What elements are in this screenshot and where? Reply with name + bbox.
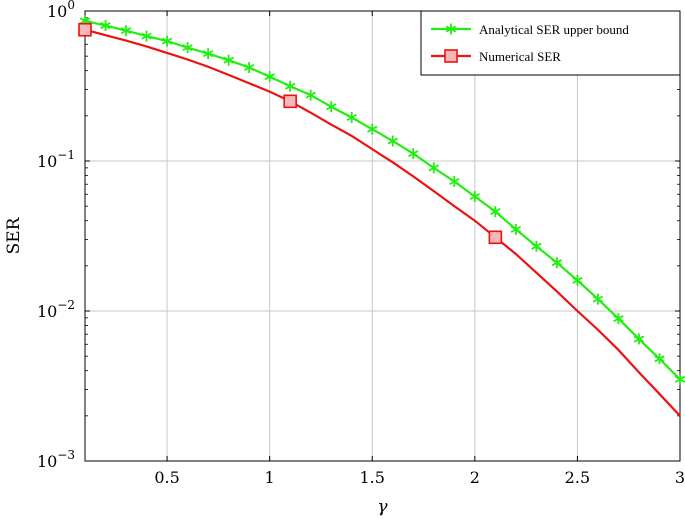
legend-marker — [444, 49, 458, 63]
legend-item: Numerical SER — [431, 49, 561, 64]
series-0 — [79, 15, 685, 385]
data-point — [79, 15, 91, 27]
series-line — [84, 28, 681, 417]
x-tick-label: 2.5 — [565, 468, 590, 487]
legend-label: Numerical SER — [479, 49, 561, 64]
data-point — [408, 148, 419, 160]
data-point — [633, 333, 645, 345]
series-layer — [78, 15, 685, 417]
data-point — [490, 206, 501, 218]
data-point — [305, 89, 316, 101]
data-point — [202, 48, 214, 60]
y-tick-label: 10−2 — [37, 298, 75, 321]
legend: Analytical SER upper bound Numerical SER — [420, 10, 681, 76]
data-point — [141, 30, 152, 42]
legend-label: Analytical SER upper bound — [479, 22, 629, 37]
data-point — [182, 42, 193, 54]
tick-labels: 0.5 1 1.5 2 2.5 3 100 10−1 10−2 10−3 — [37, 0, 685, 487]
data-point — [223, 54, 234, 66]
legend-box — [420, 10, 681, 76]
y-axis-label: SER — [4, 216, 24, 254]
data-point — [284, 80, 296, 92]
x-tick-label: 1.5 — [360, 468, 385, 487]
data-point — [367, 123, 378, 135]
series-1 — [78, 22, 681, 417]
y-tick-label: 10−1 — [37, 148, 75, 171]
data-point — [264, 71, 275, 83]
data-point — [613, 313, 624, 325]
data-point — [120, 25, 132, 37]
data-point — [325, 101, 337, 113]
data-point — [449, 176, 460, 187]
axis-ticks — [85, 10, 681, 462]
data-point — [283, 94, 297, 109]
data-point — [100, 20, 111, 32]
plot-frame — [84, 10, 681, 462]
data-point — [592, 293, 604, 305]
legend-item: Analytical SER upper bound — [431, 22, 629, 37]
data-point — [488, 230, 503, 245]
data-point — [531, 240, 542, 252]
x-tick-label: 0.5 — [154, 468, 179, 487]
data-point — [551, 257, 563, 269]
y-tick-label: 10−3 — [37, 448, 75, 471]
data-point — [346, 111, 357, 123]
data-point — [78, 22, 92, 37]
y-tick-label: 100 — [47, 0, 75, 21]
x-tick-label: 1 — [265, 468, 275, 487]
data-point — [387, 135, 398, 147]
data-point — [469, 190, 481, 202]
data-point — [428, 162, 440, 174]
data-point — [674, 373, 685, 385]
data-point — [510, 223, 522, 235]
legend-marker — [445, 23, 457, 35]
data-point — [243, 62, 255, 74]
x-tick-label: 3 — [675, 468, 685, 487]
x-tick-label: 2 — [470, 468, 480, 487]
grid — [85, 10, 681, 462]
data-point — [654, 353, 665, 365]
x-axis-label: γ — [377, 497, 388, 517]
data-point — [161, 35, 173, 47]
data-point — [572, 274, 583, 286]
